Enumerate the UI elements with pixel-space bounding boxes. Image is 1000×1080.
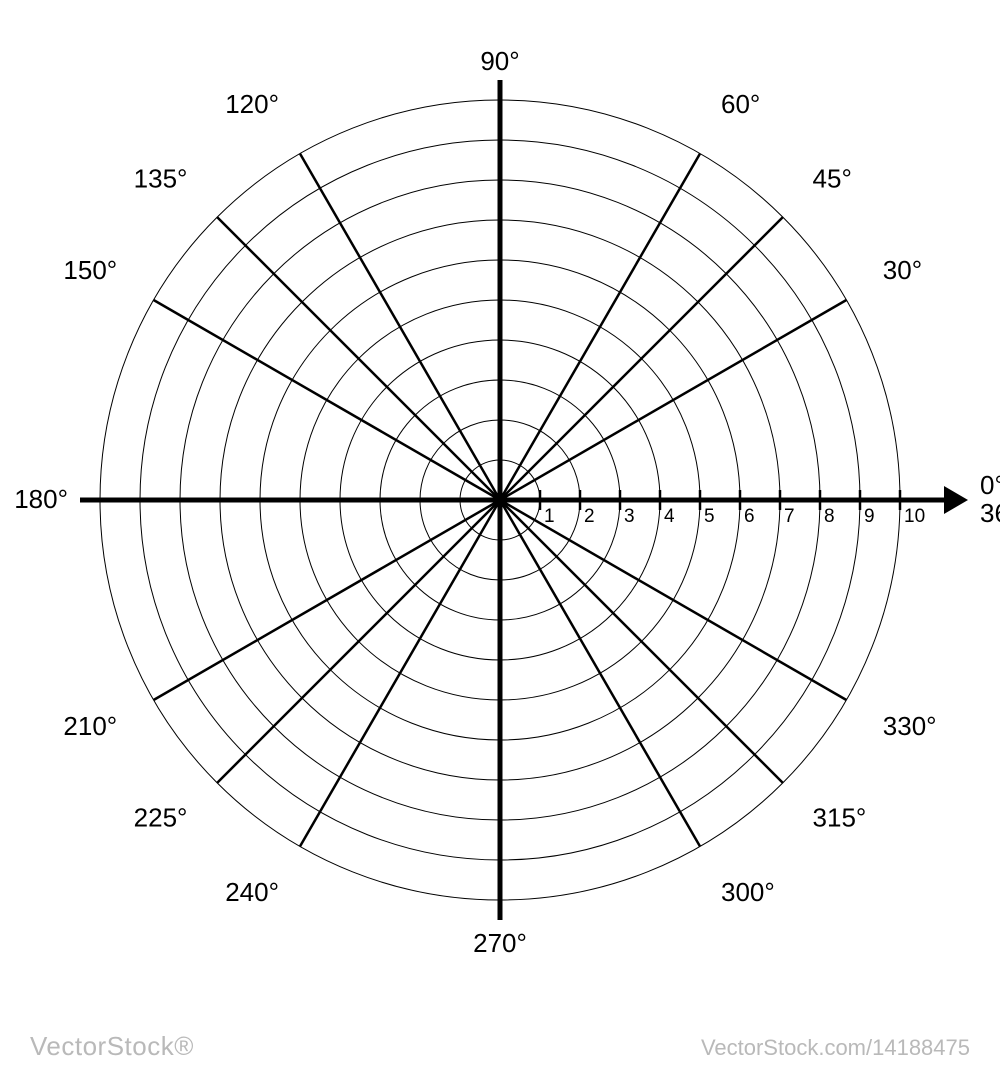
angle-label: 225° (134, 803, 188, 833)
radial-line (500, 500, 846, 700)
angle-label: 30° (883, 255, 922, 285)
radial-line (154, 300, 500, 500)
radial-tick-label: 6 (744, 506, 755, 527)
radial-tick-label: 7 (784, 506, 795, 527)
angle-label: 330° (883, 711, 937, 741)
radial-tick-label: 8 (824, 506, 835, 527)
axis-arrow-head (944, 486, 968, 514)
angle-label: 120° (225, 89, 279, 119)
radial-line (300, 500, 500, 846)
angle-label: 300° (721, 877, 775, 907)
radial-tick-label: 1 (544, 506, 555, 527)
angle-label: 180° (14, 484, 68, 514)
radial-line (217, 500, 500, 783)
radial-tick-label: 10 (904, 506, 925, 527)
polar-grid-diagram: 1 2 3 4 5 6 7 8 9 10 0°360° 30° 45° 60° 90° 120° 135° 150… (0, 0, 1000, 1080)
angle-label: 135° (134, 163, 188, 193)
angle-label: 0° (980, 470, 1000, 500)
angle-label: 90° (480, 46, 519, 76)
watermark-id: VectorStock.com/14188475 (701, 1035, 970, 1060)
radial-line (300, 154, 500, 500)
radial-line (500, 300, 846, 500)
watermark-brand: VectorStock® (30, 1031, 194, 1061)
radial-tick-label: 3 (624, 506, 635, 527)
angle-label: 60° (721, 89, 760, 119)
radial-line (500, 154, 700, 500)
radial-line (500, 217, 783, 500)
radial-tick-label: 4 (664, 506, 675, 527)
radial-tick-label: 5 (704, 506, 715, 527)
radial-line (500, 500, 783, 783)
radial-line (217, 217, 500, 500)
angle-label: 240° (225, 877, 279, 907)
angle-label: 315° (813, 803, 867, 833)
radial-line (500, 500, 700, 846)
angle-label: 150° (63, 255, 117, 285)
angle-label: 45° (813, 163, 852, 193)
radial-tick-label: 9 (864, 506, 875, 527)
radial-line (154, 500, 500, 700)
angle-label: 210° (63, 711, 117, 741)
angle-label: 360° (980, 498, 1000, 528)
angle-label: 270° (473, 928, 527, 958)
radial-tick-label: 2 (584, 506, 595, 527)
